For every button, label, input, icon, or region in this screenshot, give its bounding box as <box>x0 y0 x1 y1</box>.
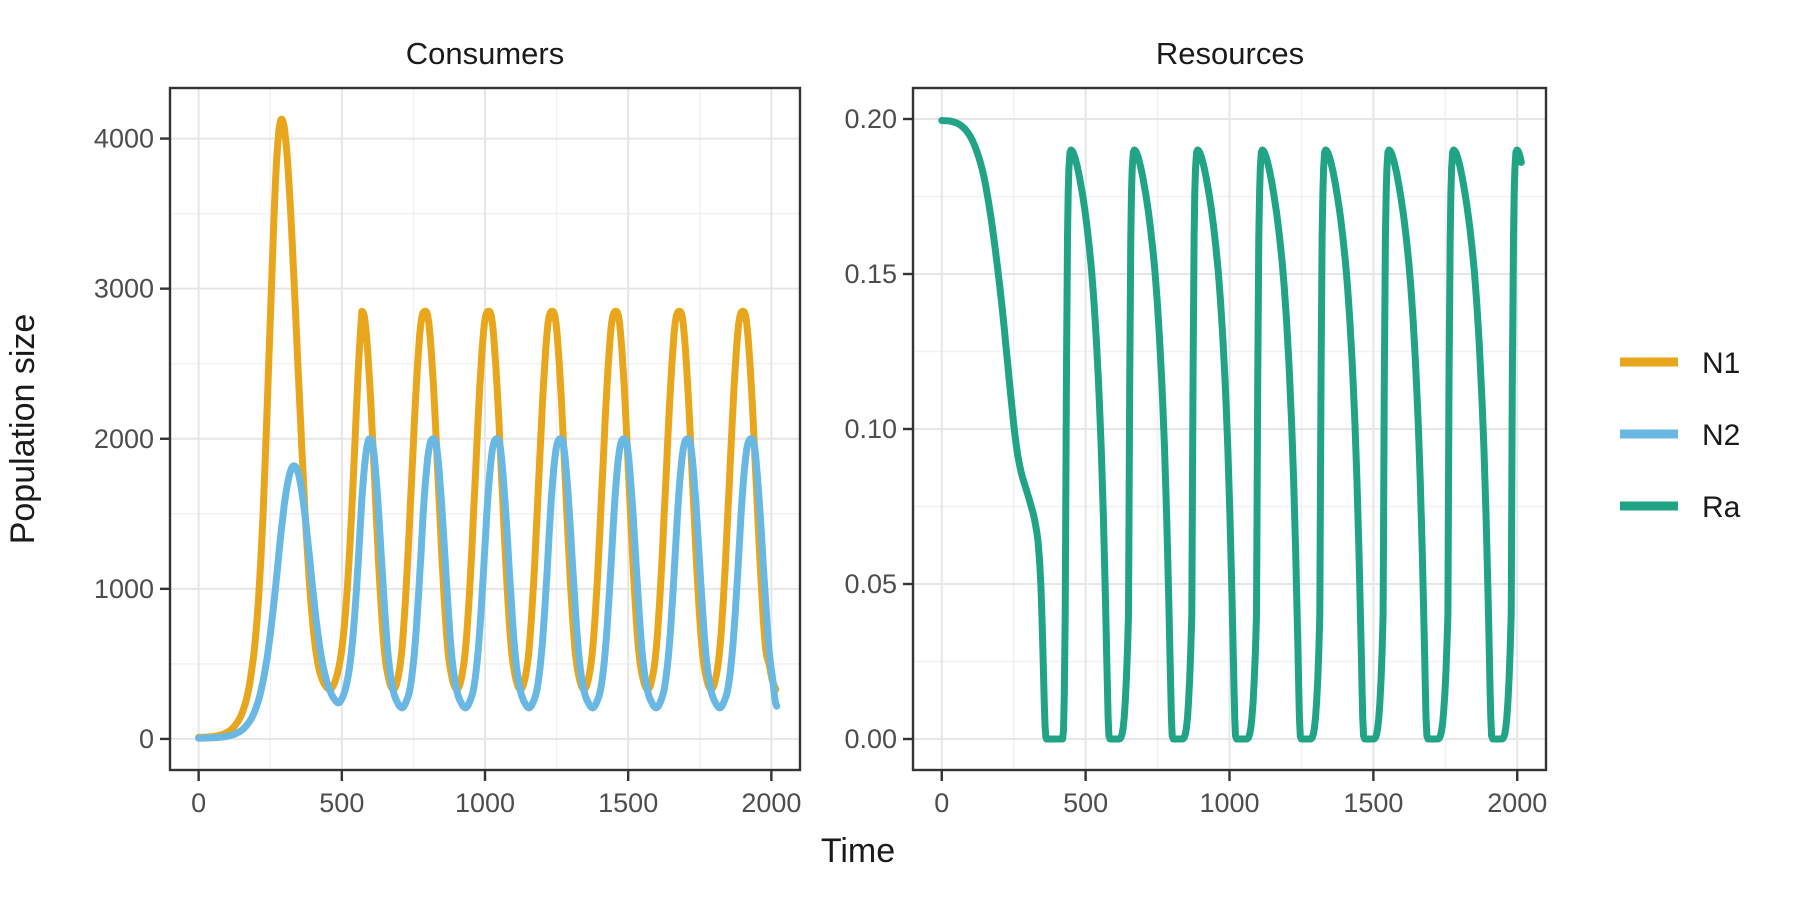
x-tick-label: 1500 <box>1343 788 1403 818</box>
ra-line <box>938 117 1525 743</box>
legend-item-n1: N1 <box>1620 347 1740 380</box>
y-tick-label: 3000 <box>94 274 154 304</box>
x-tick-label: 1000 <box>455 788 515 818</box>
x-tick-label: 1000 <box>1199 788 1259 818</box>
legend-item-ra: Ra <box>1620 491 1741 524</box>
y-axis-ticks: 0 1000 2000 3000 4000 <box>94 124 169 754</box>
y-tick-label: 4000 <box>94 124 154 154</box>
resources-panel: 0 500 1000 1500 2000 0.00 0.05 0.10 0.15 0.20 <box>844 86 1548 818</box>
y-tick-label: 0.05 <box>844 569 897 599</box>
x-tick-label: 2000 <box>741 788 801 818</box>
consumers-panel: 0 500 1000 1500 2000 0 1000 2000 3000 4000 <box>94 86 802 818</box>
x-tick-label: 500 <box>1063 788 1108 818</box>
x-axis-ticks: 0 500 1000 1500 2000 <box>191 771 801 818</box>
n2-line <box>195 435 781 742</box>
y-tick-label: 2000 <box>94 424 154 454</box>
x-tick-label: 500 <box>319 788 364 818</box>
panels: 0 500 1000 1500 2000 0 1000 2000 3000 4000 0 500 100… <box>94 86 1548 818</box>
y-tick-label: 1000 <box>94 574 154 604</box>
x-tick-label: 2000 <box>1487 788 1547 818</box>
y-tick-label: 0.15 <box>844 259 897 289</box>
legend-label-n1: N1 <box>1702 347 1740 380</box>
y-tick-label: 0 <box>139 724 154 754</box>
resources-panel-title: Resources <box>1156 36 1304 71</box>
y-axis-title: Population size <box>4 314 42 545</box>
y-tick-label: 0.20 <box>844 104 897 134</box>
legend-item-n2: N2 <box>1620 419 1740 452</box>
legend-label-ra: Ra <box>1702 491 1741 524</box>
x-axis-title: Time <box>821 832 895 870</box>
n1-line <box>195 115 780 741</box>
y-axis-ticks: 0.00 0.05 0.10 0.15 0.20 <box>844 104 912 754</box>
series-lines <box>195 115 781 742</box>
consumers-panel-title: Consumers <box>406 36 565 71</box>
legend: N1 N2 Ra <box>1620 347 1741 524</box>
panel-border <box>168 86 802 772</box>
x-tick-label: 1500 <box>598 788 658 818</box>
legend-label-n2: N2 <box>1702 419 1740 452</box>
y-tick-label: 0.10 <box>844 414 897 444</box>
x-tick-label: 0 <box>934 788 949 818</box>
y-tick-label: 0.00 <box>844 724 897 754</box>
x-axis-ticks: 0 500 1000 1500 2000 <box>934 771 1547 818</box>
x-tick-label: 0 <box>191 788 206 818</box>
panel-border <box>911 86 1548 772</box>
series-lines <box>938 117 1525 743</box>
